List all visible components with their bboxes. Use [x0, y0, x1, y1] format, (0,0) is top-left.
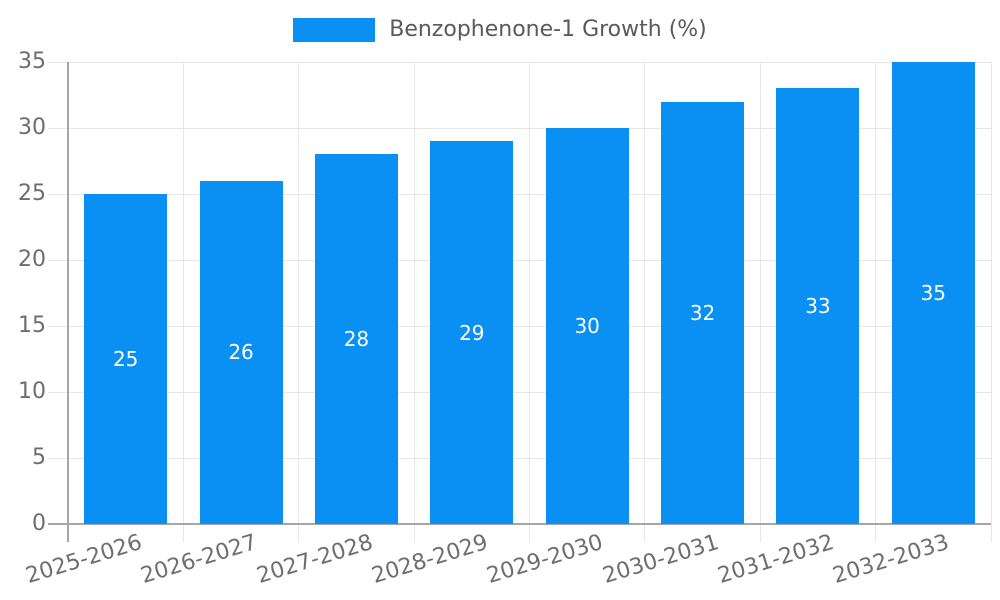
- bar-value-label: 35: [920, 281, 947, 305]
- bar: [84, 194, 168, 524]
- y-tick-label: 0: [32, 511, 46, 536]
- x-tick-label: 2031-2032: [714, 530, 837, 590]
- x-gridline: [298, 62, 300, 542]
- x-gridline: [644, 62, 646, 542]
- y-tick: [48, 127, 68, 129]
- bar-value-label: 25: [112, 347, 139, 371]
- y-tick: [48, 457, 68, 459]
- x-gridline: [182, 62, 184, 542]
- x-gridline: [529, 62, 530, 542]
- y-tick-label: 35: [18, 49, 46, 74]
- legend-label: Benzophenone-1 Growth (%): [389, 17, 707, 42]
- y-tick-label: 20: [18, 247, 46, 272]
- x-tick-label: 2029-2030: [484, 530, 607, 590]
- y-tick-label: 30: [18, 115, 46, 140]
- x-tick-label: 2032-2033: [830, 530, 953, 590]
- x-gridline: [759, 62, 761, 542]
- x-gridline: [990, 62, 992, 542]
- bar-value-label: 33: [805, 294, 831, 319]
- bar: [545, 128, 629, 524]
- bar-value-label: 30: [574, 314, 600, 338]
- y-tick-label: 5: [32, 445, 46, 470]
- y-tick: [48, 193, 68, 195]
- x-tick-label: 2028-2029: [368, 530, 491, 590]
- y-tick-label: 25: [18, 181, 46, 206]
- y-axis-line: [67, 62, 69, 542]
- y-tick: [48, 325, 68, 327]
- bar: [314, 154, 398, 524]
- y-tick: [48, 259, 68, 261]
- legend[interactable]: Benzophenone-1 Growth (%): [0, 17, 1000, 42]
- x-tick-label: 2030-2031: [599, 530, 722, 590]
- x-tick-label: 2027-2028: [253, 530, 376, 590]
- bar: [661, 101, 745, 524]
- y-tick-label: 10: [18, 379, 46, 404]
- legend-swatch-icon: [293, 17, 376, 42]
- x-axis-line: [48, 523, 991, 525]
- y-tick: [48, 61, 68, 63]
- x-tick-label: 2025-2026: [22, 530, 145, 590]
- bar-value-label: 28: [343, 327, 370, 352]
- bar-value-label: 32: [689, 300, 716, 325]
- bar-value-label: 29: [459, 320, 485, 345]
- x-gridline: [875, 62, 877, 542]
- y-tick-label: 15: [18, 313, 46, 338]
- bar: [891, 62, 975, 524]
- x-tick-label: 2026-2027: [138, 530, 261, 590]
- bar: [430, 141, 514, 524]
- y-tick: [48, 391, 68, 393]
- bar-value-label: 26: [228, 340, 254, 365]
- x-gridline: [413, 62, 415, 542]
- bar: [199, 180, 283, 524]
- bar: [776, 88, 860, 524]
